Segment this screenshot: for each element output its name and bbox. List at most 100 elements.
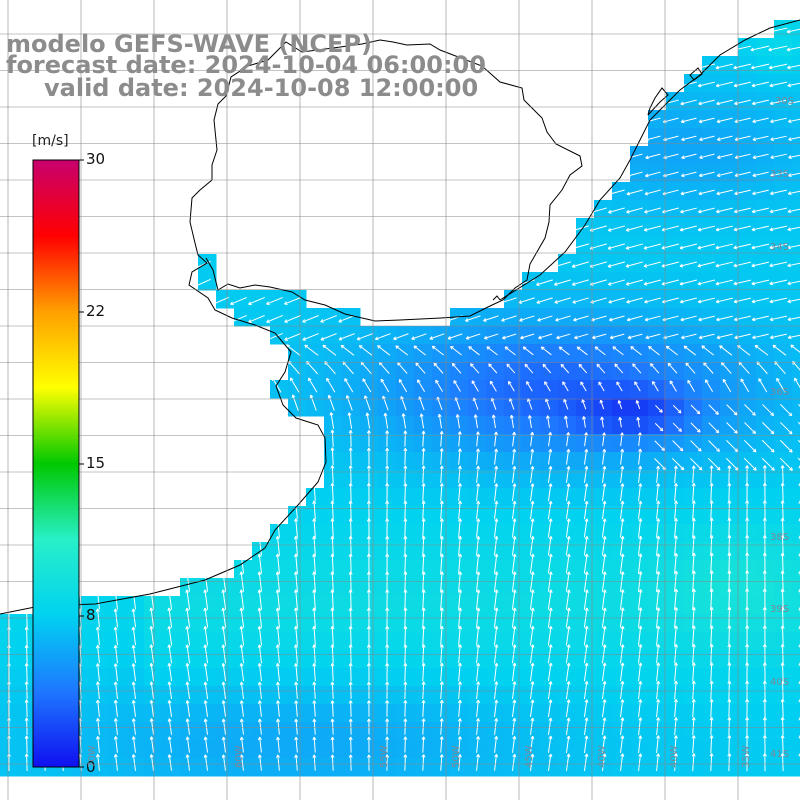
wind-arrow-head bbox=[441, 571, 444, 575]
wind-arrow-head bbox=[733, 83, 737, 87]
wind-arrow bbox=[738, 361, 750, 374]
wind-arrow-head bbox=[751, 245, 755, 249]
wind-arrow-head bbox=[657, 465, 661, 470]
wind-arrow bbox=[132, 663, 137, 682]
wind-arrow-head bbox=[477, 431, 480, 435]
wind-arrow-head bbox=[331, 465, 335, 469]
wind-arrow-head bbox=[782, 570, 785, 574]
wind-arrow-head bbox=[295, 518, 298, 522]
wind-arrow bbox=[529, 536, 534, 556]
colorbar-label-15: 15 bbox=[86, 454, 106, 472]
wind-arrow-head bbox=[658, 518, 661, 522]
wind-arrow bbox=[377, 345, 391, 356]
wind-arrow-head bbox=[395, 345, 400, 347]
wind-arrow-head bbox=[715, 299, 719, 303]
wind-arrow bbox=[266, 296, 283, 305]
wind-arrow bbox=[584, 432, 587, 447]
wind-arrow-head bbox=[477, 465, 481, 470]
wind-arrow-head bbox=[658, 589, 661, 593]
wind-arrow-head bbox=[571, 246, 575, 250]
wind-arrow-head bbox=[622, 644, 625, 648]
wind-arrow-head bbox=[368, 718, 371, 722]
wind-arrow bbox=[656, 735, 659, 754]
wind-arrow bbox=[703, 362, 714, 374]
wind-arrow bbox=[26, 681, 28, 700]
wind-arrow bbox=[750, 45, 770, 51]
wind-arrow-head bbox=[496, 536, 499, 540]
wind-arrow bbox=[114, 681, 118, 699]
wind-arrow-head bbox=[640, 735, 643, 739]
wind-arrow bbox=[547, 681, 552, 700]
wind-arrow-head bbox=[331, 681, 335, 685]
wind-arrow bbox=[590, 279, 607, 286]
wind-arrow-head bbox=[772, 344, 777, 347]
wind-arrow bbox=[404, 718, 406, 735]
wind-arrow bbox=[645, 333, 661, 339]
wind-arrow-head bbox=[782, 552, 785, 557]
wind-arrow bbox=[150, 589, 155, 610]
wind-arrow bbox=[787, 64, 800, 69]
wind-arrow-head bbox=[204, 681, 208, 685]
wind-arrow bbox=[510, 415, 514, 429]
wind-arrow bbox=[350, 626, 352, 646]
wind-arrow-head bbox=[782, 735, 785, 739]
wind-arrow bbox=[787, 316, 800, 321]
wind-arrow bbox=[132, 700, 136, 717]
wind-arrow-head bbox=[680, 191, 684, 195]
wind-arrow-head bbox=[622, 589, 625, 593]
wind-arrow bbox=[602, 432, 605, 447]
wind-arrow bbox=[715, 63, 734, 69]
wind-arrow-head bbox=[222, 663, 226, 667]
wind-arrow-head bbox=[573, 317, 577, 321]
wind-arrow-head bbox=[532, 448, 535, 453]
wind-arrow-head bbox=[568, 553, 571, 558]
wind-arrow-head bbox=[662, 101, 666, 105]
lat-label: 36S bbox=[770, 387, 790, 398]
wind-arrow-head bbox=[734, 468, 739, 471]
wind-arrow bbox=[788, 190, 800, 195]
wind-arrow bbox=[350, 500, 352, 520]
wind-arrow bbox=[715, 225, 733, 231]
wind-arrow bbox=[522, 346, 534, 356]
wind-arrow bbox=[645, 153, 661, 159]
wind-arrow bbox=[751, 81, 770, 87]
wind-arrow bbox=[378, 361, 390, 374]
wind-arrow-head bbox=[675, 644, 679, 648]
wind-arrow-head bbox=[604, 500, 607, 505]
wind-arrow bbox=[547, 536, 552, 556]
wind-arrow-head bbox=[711, 625, 714, 629]
wind-arrow-head bbox=[277, 681, 280, 685]
wind-arrow bbox=[583, 553, 588, 574]
wind-arrow bbox=[737, 345, 751, 356]
wind-cell bbox=[792, 20, 800, 39]
wind-arrow-head bbox=[313, 607, 317, 611]
wind-arrow bbox=[692, 535, 695, 556]
wind-arrow bbox=[656, 465, 659, 483]
wind-arrow bbox=[310, 394, 317, 411]
wind-arrow-head bbox=[295, 754, 299, 758]
wind-arrow bbox=[422, 465, 425, 483]
wind-arrow-head bbox=[657, 483, 661, 487]
wind-arrow bbox=[342, 361, 354, 375]
wind-arrow-head bbox=[508, 380, 512, 384]
wind-arrow-head bbox=[604, 448, 607, 453]
wind-arrow bbox=[458, 589, 461, 610]
wind-arrow-head bbox=[266, 301, 269, 305]
wind-arrow-head bbox=[622, 536, 625, 540]
wind-arrow-head bbox=[675, 553, 679, 557]
wind-arrow-head bbox=[550, 699, 553, 703]
wind-arrow bbox=[717, 153, 733, 159]
wind-arrow bbox=[680, 297, 697, 303]
wind-arrow bbox=[648, 346, 660, 356]
wind-arrow-head bbox=[26, 753, 29, 757]
wind-arrow-head bbox=[240, 663, 244, 667]
wind-arrow bbox=[331, 483, 334, 502]
wind-arrow-head bbox=[550, 681, 553, 685]
wind-arrow-head bbox=[728, 500, 732, 504]
wind-arrow-head bbox=[114, 626, 118, 630]
wind-arrow bbox=[258, 589, 263, 610]
wind-arrow bbox=[295, 737, 298, 753]
wind-arrow bbox=[655, 405, 663, 413]
wind-arrow-head bbox=[404, 754, 408, 758]
wind-arrow bbox=[761, 439, 775, 453]
